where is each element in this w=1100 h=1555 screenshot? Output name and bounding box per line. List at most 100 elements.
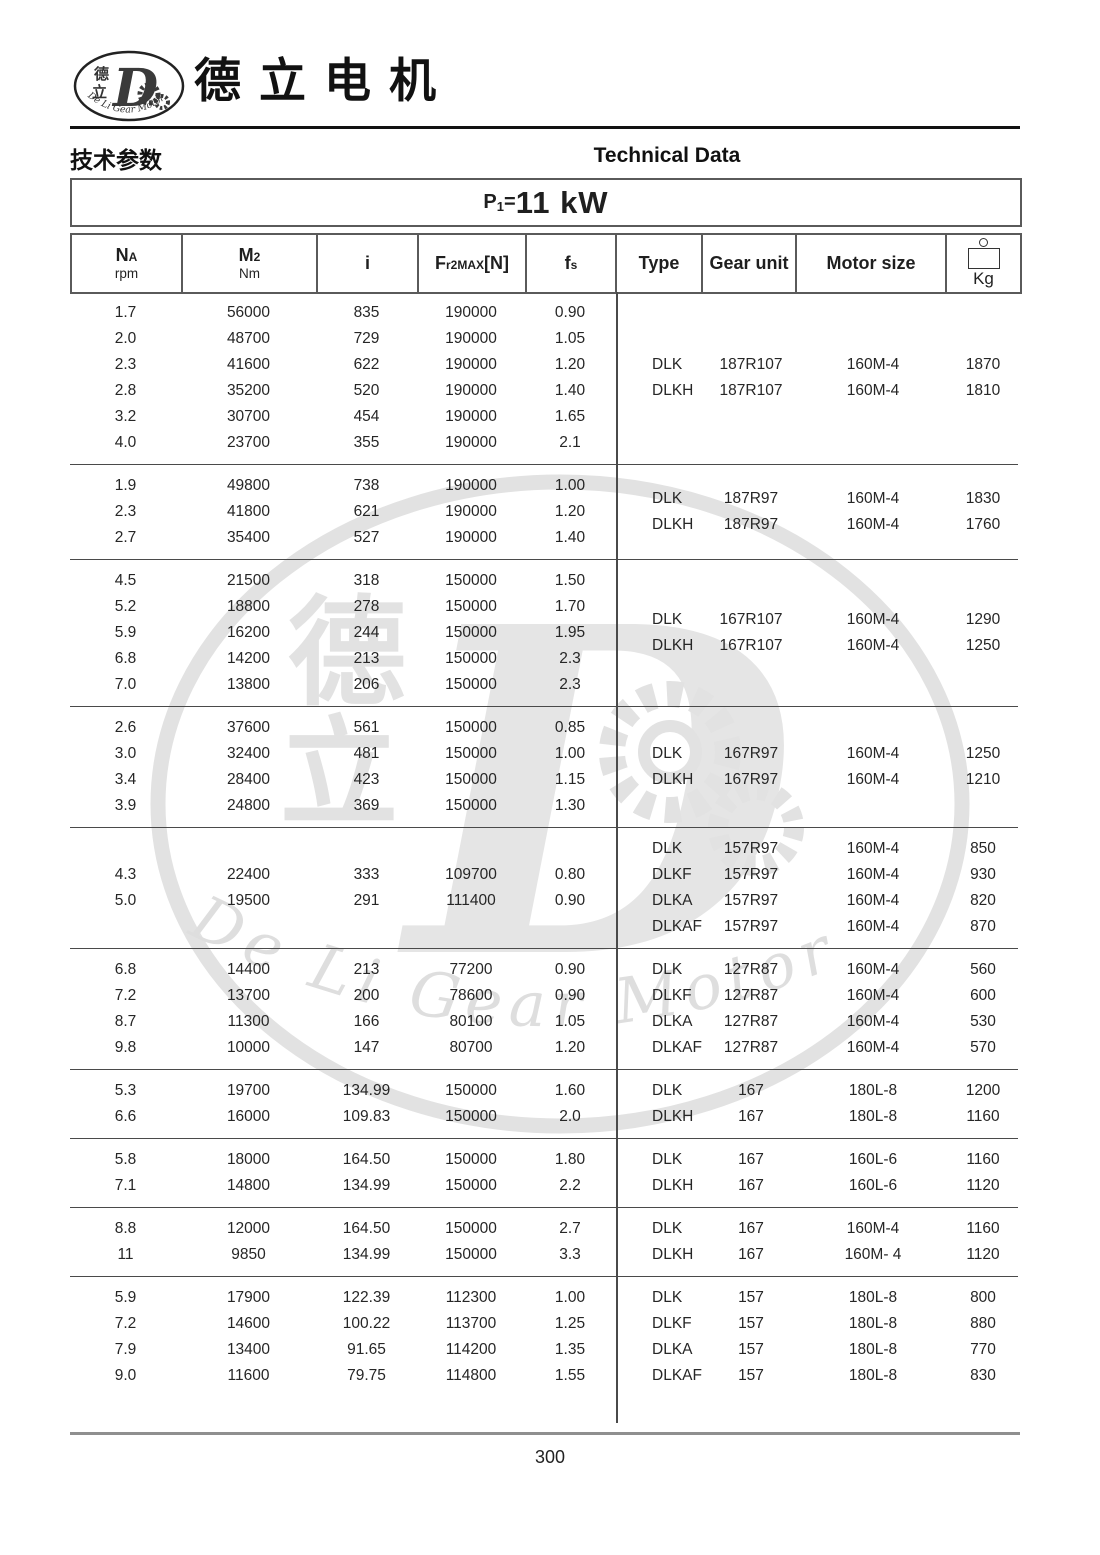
- data-row-left: 5.0 19500 291 111400 0.90: [70, 888, 616, 914]
- data-row-right: DLKH 187R97 160M-4 1760: [618, 512, 1018, 538]
- cell-fr2max: 150000: [445, 572, 497, 589]
- data-row-left: 8.8 12000 164.50 150000 2.7: [70, 1216, 616, 1242]
- group-right: DLK 157R97 160M-4 850 DLKF 157R97 160M-4 930 DLK…: [618, 828, 1018, 948]
- cell-m2: 24800: [226, 797, 271, 814]
- cell-na: 2.3: [114, 356, 137, 373]
- cell-type: DLKF: [652, 987, 692, 1004]
- cell-kg: 1290: [965, 611, 1001, 628]
- cell-m2: 18000: [226, 1151, 271, 1168]
- cell-i: 109.83: [342, 1108, 391, 1125]
- data-row-left: 2.3 41600 622 190000 1.20: [70, 352, 616, 378]
- table-group: 5.8 18000 164.50 150000 1.80 7.1 14800 134.99 15…: [70, 1138, 1018, 1207]
- cell-motor-size: 180L-8: [848, 1367, 898, 1384]
- data-row-right: DLKH 167 180L-8 1160: [618, 1104, 1018, 1130]
- cell-gear-unit: 157R97: [723, 866, 779, 883]
- cell-na: 2.7: [114, 529, 137, 546]
- cell-na: 2.8: [114, 382, 137, 399]
- cell-i: 134.99: [342, 1246, 391, 1263]
- cell-fs: 1.65: [554, 408, 586, 425]
- group-right: DLK 187R107 160M-4 1870 DLKH 187R107 160M-4 181…: [618, 292, 1018, 464]
- cell-fs: 1.80: [554, 1151, 586, 1168]
- cell-m2: 19500: [226, 892, 271, 909]
- cell-fr2max: 80700: [449, 1039, 493, 1056]
- cell-fr2max: 190000: [445, 356, 497, 373]
- cell-fs: 1.00: [554, 745, 586, 762]
- table-group: 8.8 12000 164.50 150000 2.7 11 9850 134.99 15000…: [70, 1207, 1018, 1276]
- data-row-left: 4.5 21500 318 150000 1.50: [70, 568, 616, 594]
- cell-i: 621: [353, 503, 380, 520]
- cell-m2: 16200: [226, 624, 271, 641]
- data-row-right: DLK 187R97 160M-4 1830: [618, 486, 1018, 512]
- cell-m2: 21500: [226, 572, 271, 589]
- data-row-right: DLKA 157R97 160M-4 820: [618, 888, 1018, 914]
- cell-gear-unit: 167: [738, 1082, 764, 1099]
- cell-fr2max: 190000: [445, 382, 497, 399]
- table-group: 5.3 19700 134.99 150000 1.60 6.6 16000 109.83 15…: [70, 1069, 1018, 1138]
- cell-na: 5.9: [114, 1289, 137, 1306]
- col-header-m2: M2 Nm: [183, 235, 318, 292]
- cell-motor-size: 160M-4: [846, 866, 900, 883]
- data-row-left: 7.2 14600 100.22 113700 1.25: [70, 1311, 616, 1337]
- cell-motor-size: 160M-4: [846, 490, 900, 507]
- cell-fr2max: 150000: [445, 719, 497, 736]
- data-row-left: 6.8 14200 213 150000 2.3: [70, 646, 616, 672]
- cell-fs: 1.05: [554, 330, 586, 347]
- data-row-right: DLK 187R107 160M-4 1870: [618, 352, 1018, 378]
- group-left: 8.8 12000 164.50 150000 2.7 11 9850 134.99 15000…: [70, 1208, 618, 1276]
- cell-gear-unit: 167: [738, 1108, 764, 1125]
- cell-fr2max: 150000: [445, 745, 497, 762]
- cell-m2: 12000: [226, 1220, 271, 1237]
- cell-motor-size: 160M-4: [846, 918, 900, 935]
- cell-fr2max: 150000: [445, 598, 497, 615]
- cell-kg: 1200: [965, 1082, 1001, 1099]
- data-row-left: 3.2 30700 454 190000 1.65: [70, 404, 616, 430]
- table-group: 2.6 37600 561 150000 0.85 3.0 32400 481 150000 1.…: [70, 706, 1018, 827]
- cell-fs: 2.7: [559, 1220, 581, 1237]
- cell-m2: 18800: [226, 598, 271, 615]
- cell-fs: 0.90: [554, 987, 586, 1004]
- data-row-left: 8.7 11300 166 80100 1.05: [70, 1009, 616, 1035]
- table-group: 6.8 14400 213 77200 0.90 7.2 13700 200 78600 0.90…: [70, 948, 1018, 1069]
- cell-i: 369: [353, 797, 380, 814]
- data-row-left: 5.9 17900 122.39 112300 1.00: [70, 1285, 616, 1311]
- cell-gear-unit: 187R107: [719, 356, 783, 373]
- cell-gear-unit: 187R107: [719, 382, 783, 399]
- cell-motor-size: 180L-8: [848, 1315, 898, 1332]
- cell-fr2max: 113700: [445, 1315, 497, 1332]
- cell-m2: 19700: [226, 1082, 271, 1099]
- cell-na: 2.0: [114, 330, 137, 347]
- cell-fs: 1.40: [554, 382, 586, 399]
- cell-i: 91.65: [347, 1341, 386, 1358]
- cell-motor-size: 160M-4: [846, 840, 900, 857]
- col-header-fs: fs: [527, 235, 617, 292]
- cell-motor-size: 160M-4: [846, 771, 900, 788]
- cell-fr2max: 114200: [445, 1341, 497, 1358]
- cell-kg: 1250: [965, 745, 1001, 762]
- cell-na: 6.8: [114, 961, 137, 978]
- cell-na: 1.9: [114, 477, 137, 494]
- cell-kg: 770: [970, 1341, 996, 1358]
- group-left: 4.5 21500 318 150000 1.50 5.2 18800 278 150000 1.…: [70, 560, 618, 706]
- cell-m2: 14600: [226, 1315, 271, 1332]
- cell-na: 7.9: [114, 1341, 137, 1358]
- cell-fs: 0.90: [554, 892, 586, 909]
- cell-kg: 830: [970, 1367, 996, 1384]
- data-row-left: 6.6 16000 109.83 150000 2.0: [70, 1104, 616, 1130]
- header-rule: [70, 126, 1020, 129]
- cell-gear-unit: 157R97: [723, 892, 779, 909]
- data-row-left: 4.3 22400 333 109700 0.80: [70, 862, 616, 888]
- cell-fs: 1.40: [554, 529, 586, 546]
- cell-na: 5.2: [114, 598, 137, 615]
- cell-fr2max: 114800: [445, 1367, 497, 1384]
- cell-fr2max: 190000: [445, 304, 497, 321]
- cell-gear-unit: 167: [738, 1220, 764, 1237]
- cell-fr2max: 190000: [445, 434, 497, 451]
- data-row-left: 2.3 41800 621 190000 1.20: [70, 499, 616, 525]
- data-row-left: 2.6 37600 561 150000 0.85: [70, 715, 616, 741]
- cell-i: 206: [353, 676, 380, 693]
- cell-type: DLK: [652, 1151, 683, 1168]
- power-symbol: P: [483, 191, 497, 213]
- cell-i: 278: [353, 598, 380, 615]
- cell-kg: 930: [970, 866, 996, 883]
- cell-type: DLK: [652, 1220, 683, 1237]
